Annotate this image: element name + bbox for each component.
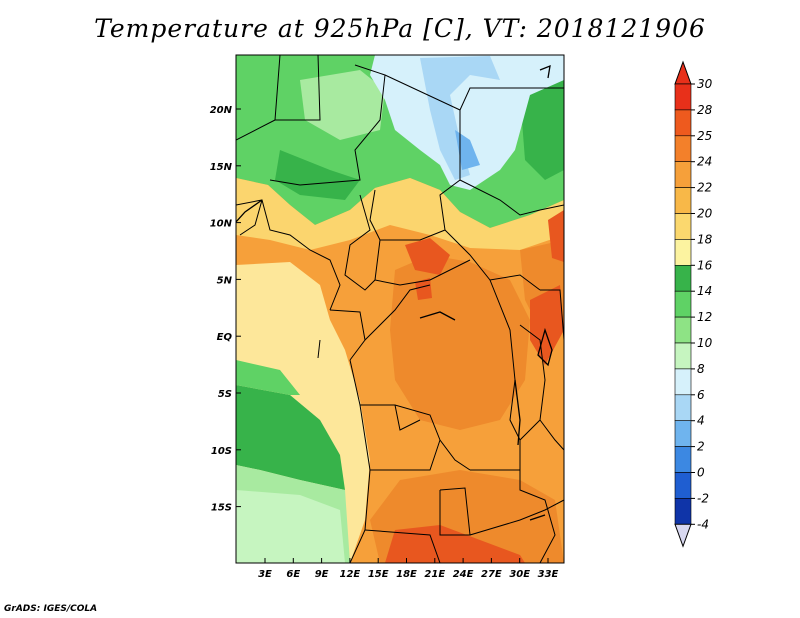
colorbar-segment <box>674 83 692 111</box>
latitude-axis: 20N 15N 10N 5N EQ 5S 10S 15S <box>210 105 241 514</box>
colorbar-segment <box>674 109 692 137</box>
region-hotspot-uganda <box>530 285 564 365</box>
lon-tick-label: 27E <box>481 569 502 580</box>
colorbar-label: 12 <box>697 310 712 324</box>
map-frame <box>235 54 565 564</box>
region-hotspot-east <box>548 210 564 262</box>
colorbar-segment <box>674 264 692 292</box>
colorbar-label: -2 <box>697 491 709 505</box>
region-atlantic-green-transition <box>236 360 300 395</box>
lon-tick-label: 30E <box>509 569 530 580</box>
colorbar-segment <box>674 316 692 344</box>
region-sahara-blue <box>370 55 564 190</box>
lon-tick-label: 12E <box>340 569 361 580</box>
lat-tick-label: 20N <box>210 105 233 116</box>
lat-tick-label: 15N <box>210 162 233 173</box>
country-borders <box>236 55 564 563</box>
colorbar-label: 25 <box>697 129 712 143</box>
colorbar-label: 28 <box>697 103 713 117</box>
colorbar-label: 20 <box>697 207 713 221</box>
lat-tick-label: EQ <box>217 332 233 343</box>
lon-tick-label: 15E <box>368 569 389 580</box>
colorbar-segment <box>674 290 692 318</box>
map-panel <box>236 55 564 563</box>
region-atlantic-pale-green <box>236 490 345 563</box>
lat-tick-label: 15S <box>211 503 232 514</box>
region-sahara-light-blue <box>420 56 500 180</box>
region-sahara-blue-core <box>455 130 480 170</box>
colorbar-segment <box>674 446 692 473</box>
region-sahel-yellow <box>236 178 564 250</box>
colorbar-segment <box>674 161 692 188</box>
lakes-coastline <box>236 64 553 521</box>
colorbar-segment <box>674 239 692 266</box>
colorbar-label: 10 <box>697 336 713 350</box>
colorbar-label: 2 <box>697 440 705 454</box>
colorbar-segment <box>674 135 692 163</box>
colorbar-label: 4 <box>697 414 705 428</box>
colorbar-bottom-arrow <box>674 523 692 548</box>
region-north-light-green <box>300 70 385 140</box>
region-north-deep-green <box>275 150 360 200</box>
region-hotspot-car <box>415 278 432 300</box>
colorbar-label: 16 <box>697 258 713 272</box>
lat-tick-label: 5S <box>218 389 232 400</box>
lon-tick-label: 18E <box>396 569 417 580</box>
region-hotspot-chad <box>405 238 450 275</box>
colorbar-label: 24 <box>697 155 712 169</box>
region-atlantic-green <box>236 385 345 490</box>
colorbar-label: 6 <box>697 388 705 402</box>
map-title: Temperature at 925hPa [C], VT: 201812190… <box>94 14 706 43</box>
region-congo-orange <box>390 255 530 430</box>
lon-tick-label: 6E <box>286 569 300 580</box>
colorbar-label: 30 <box>697 77 713 91</box>
colorbar-label: 14 <box>697 284 712 298</box>
lat-tick-label: 10N <box>210 219 233 230</box>
lon-tick-label: 24E <box>453 569 474 580</box>
longitude-axis: 3E 6E 9E 12E 15E 18E 21E 24E 27E 30E 33E <box>258 558 559 580</box>
region-northeast-green <box>520 75 564 180</box>
colorbar-top-arrow <box>674 60 692 85</box>
lon-tick-label: 9E <box>315 569 329 580</box>
lat-tick-label: 10S <box>211 446 232 457</box>
colorbar-label: 0 <box>697 466 705 480</box>
colorbar-segment <box>674 472 692 499</box>
colorbar-segment <box>674 368 692 396</box>
colorbar-label: 22 <box>697 181 712 195</box>
colorbar-segment <box>674 342 692 370</box>
colorbar-segment <box>674 498 692 525</box>
colorbar-segment <box>674 187 692 214</box>
colorbar-label: 8 <box>697 362 705 376</box>
colorbar-segment <box>674 394 692 421</box>
lon-tick-label: 21E <box>424 569 445 580</box>
colorbar-segment <box>674 420 692 447</box>
lon-tick-label: 33E <box>538 569 559 580</box>
grads-credit: GrADS: IGES/COLA <box>4 604 98 614</box>
lat-tick-label: 5N <box>217 275 233 286</box>
colorbar-segment <box>674 213 692 240</box>
colorbar-label: 18 <box>697 232 713 246</box>
colorbar-label: -4 <box>697 517 709 531</box>
lon-tick-label: 3E <box>258 569 272 580</box>
